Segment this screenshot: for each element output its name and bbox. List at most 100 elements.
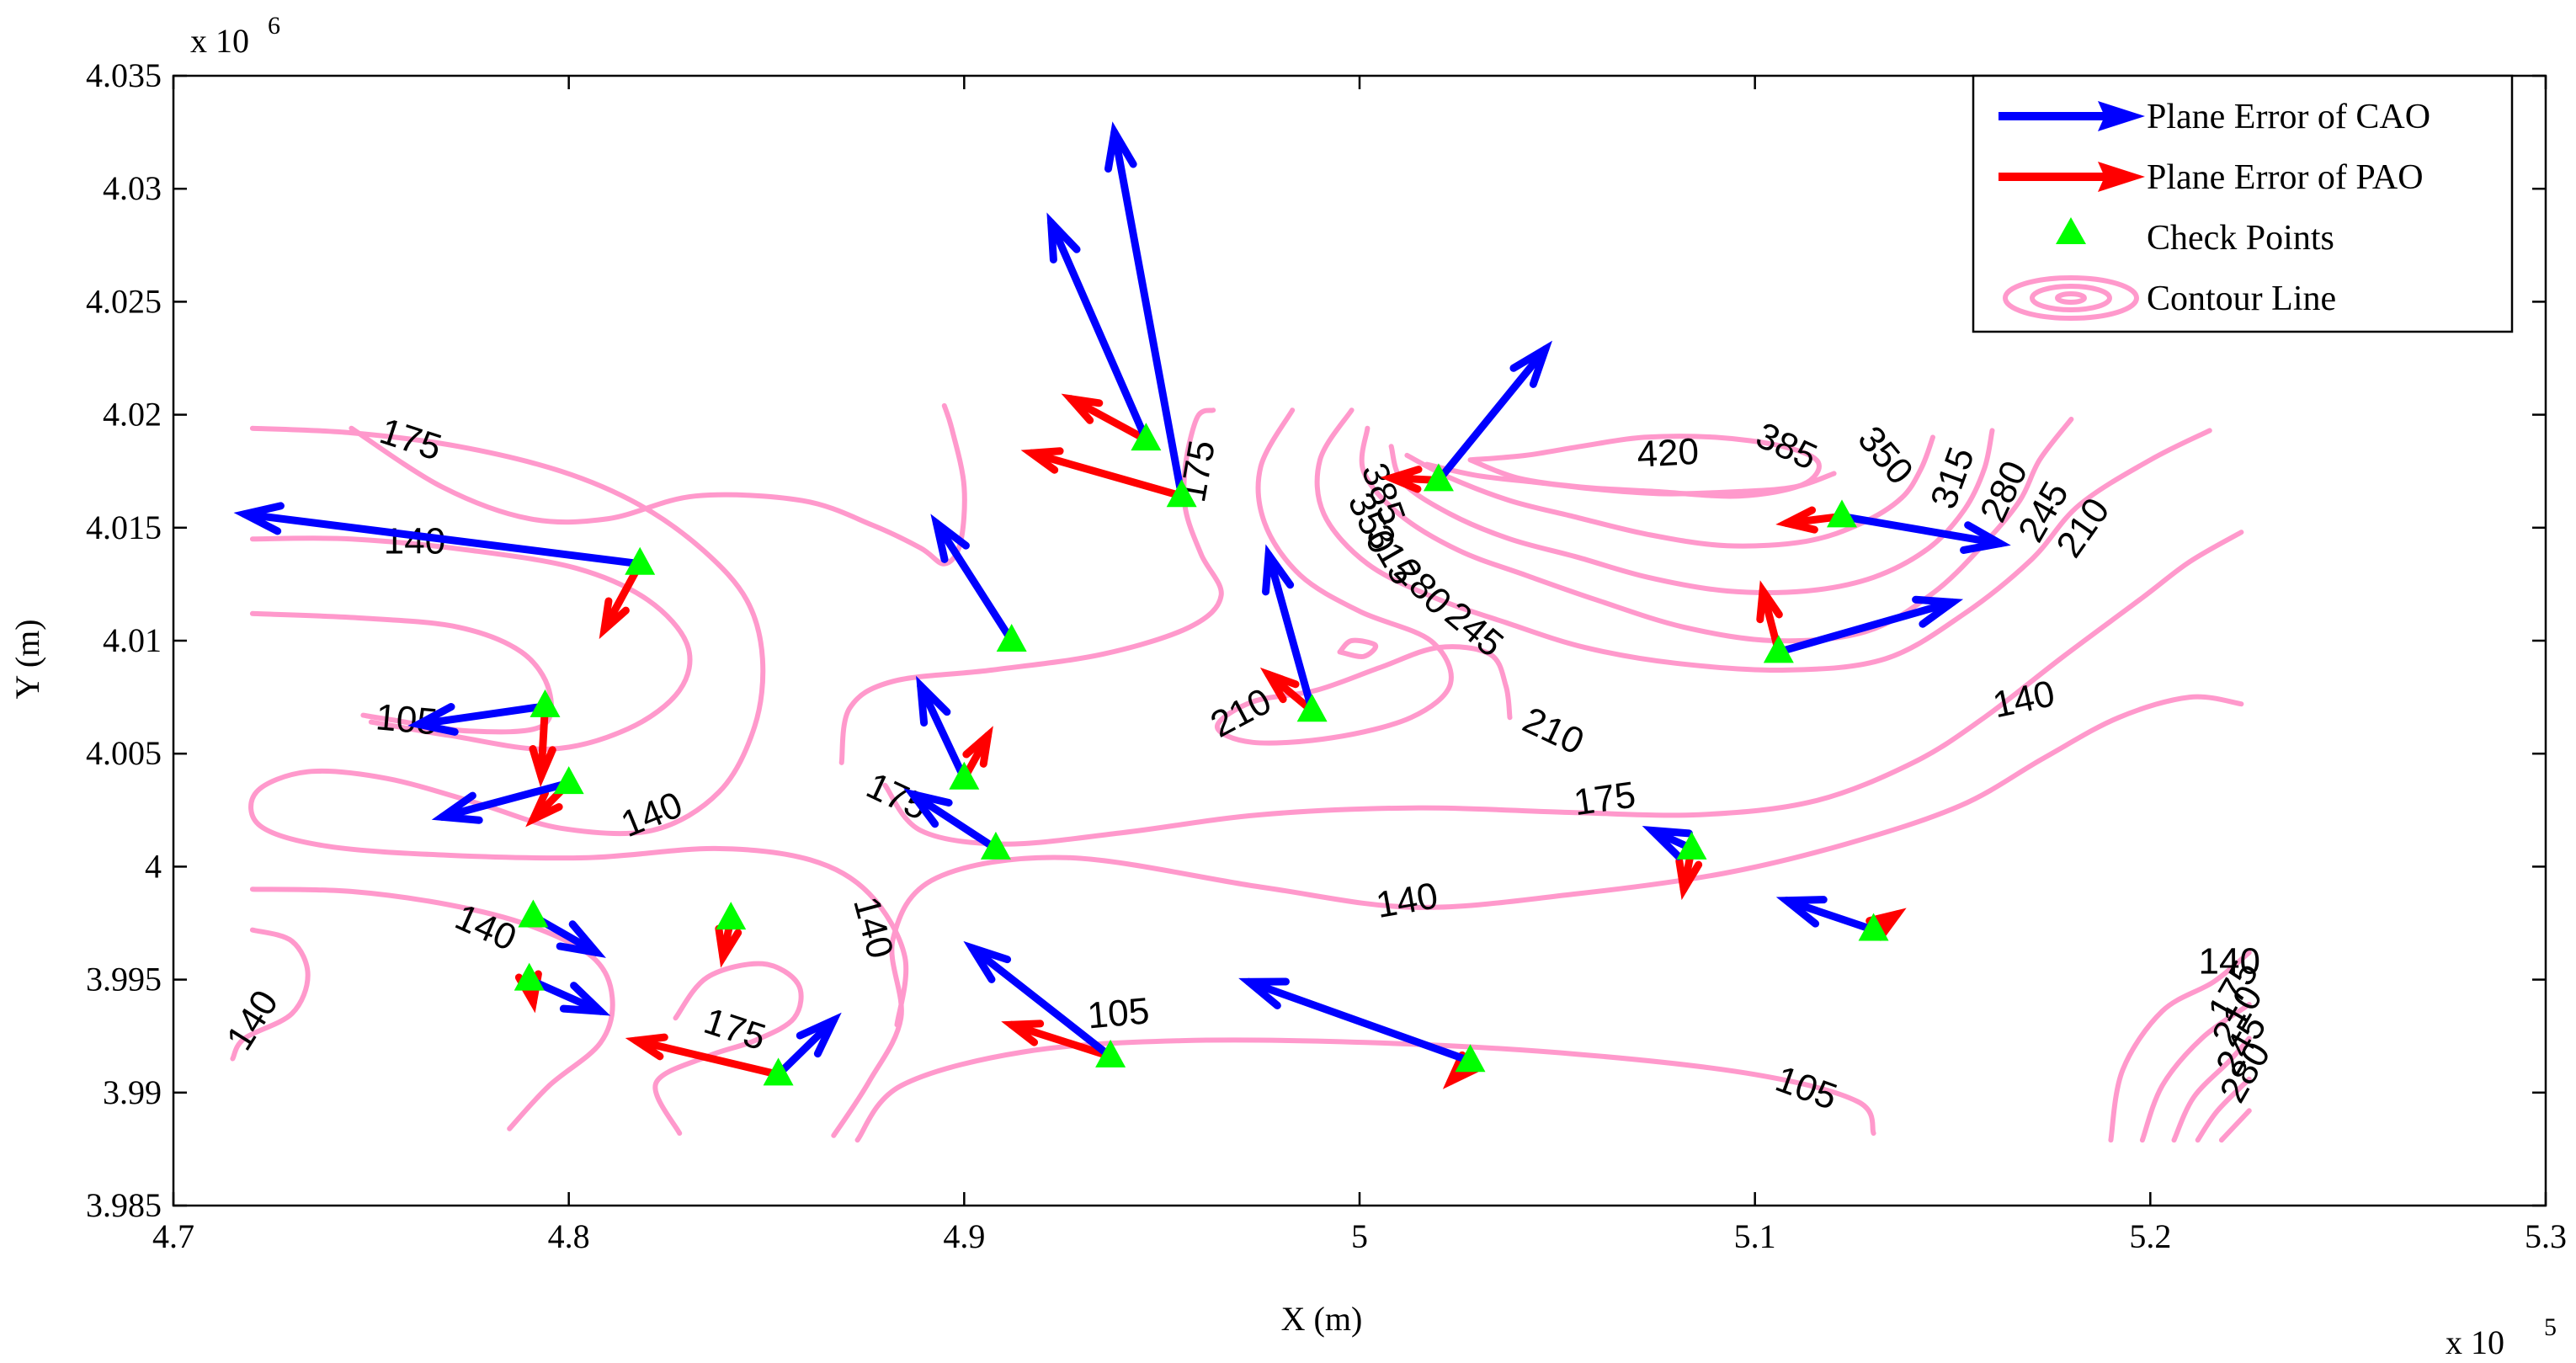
pao-arrow — [1020, 447, 1186, 500]
contour-line — [1214, 407, 1513, 746]
cao-arrow-head — [1775, 896, 1828, 928]
x-tick-label: 4.8 — [548, 1217, 590, 1255]
check-point — [716, 902, 747, 930]
cao-arrow-shaft — [438, 779, 573, 821]
check-point — [1826, 499, 1857, 528]
cao-arrow — [1238, 977, 1475, 1065]
cao-arrow — [1775, 595, 1964, 656]
check-point — [1131, 423, 1162, 451]
legend-check-points-label: Check Points — [2147, 219, 2334, 258]
y-tick-label: 4.005 — [86, 734, 162, 772]
y-tick-label: 4.025 — [86, 282, 162, 320]
cao-arrow-head — [431, 791, 483, 824]
pao-arrow — [529, 702, 556, 788]
contour-line — [2139, 1002, 2252, 1143]
legend: Plane Error of CAO Plane Error of PAO Ch… — [1972, 74, 2514, 333]
legend-item-check-points: Check Points — [2056, 217, 2334, 258]
check-point — [553, 766, 584, 795]
contour-line — [2218, 1108, 2252, 1143]
contour-line — [1388, 428, 1995, 595]
contour-line — [882, 530, 2244, 847]
contour-line — [1314, 407, 2212, 674]
y-tick-label: 4.01 — [103, 621, 162, 659]
check-point — [1676, 831, 1707, 860]
cao-arrow — [774, 1012, 842, 1078]
y-tick-label: 4.02 — [103, 396, 162, 434]
cao-arrow — [1775, 896, 1878, 934]
y-tick-label: 3.99 — [103, 1073, 162, 1111]
legend-contour-outer-icon — [2003, 275, 2139, 321]
cao-vectors — [233, 121, 2011, 1078]
cao-arrow-head — [407, 703, 459, 736]
contour-line — [652, 961, 804, 1137]
contour-line — [831, 694, 2244, 1138]
pao-arrow-head — [1865, 908, 1907, 941]
cao-arrow — [1262, 544, 1317, 715]
pao-arrow-head — [529, 744, 556, 788]
cao-arrow-shaft — [908, 791, 1000, 853]
cao-arrow-head — [930, 514, 970, 563]
pao-arrow-head — [1020, 447, 1064, 474]
cao-arrow-head — [556, 920, 606, 958]
pao-arrow-head — [1675, 857, 1703, 901]
contour-label: 175 — [1571, 775, 1638, 824]
pao-arrow-head — [1442, 1051, 1481, 1089]
cao-arrow-head — [1104, 121, 1137, 173]
cao-arrow-shaft — [774, 1016, 838, 1078]
check-point — [514, 962, 545, 991]
cao-arrow-shaft — [1244, 977, 1475, 1065]
pao-arrow-head — [1001, 1020, 1045, 1046]
cao-arrow-head — [903, 788, 953, 828]
cao-arrow-shaft — [1110, 128, 1186, 500]
x-exponent-power: 5 — [2544, 1313, 2557, 1341]
legend-pao-arrowhead-icon — [2098, 162, 2145, 192]
contour-line — [249, 535, 693, 752]
legend-contour-inner-icon — [2055, 291, 2087, 305]
cao-arrow — [930, 514, 1016, 645]
check-point — [518, 899, 549, 928]
pao-arrow — [1259, 667, 1317, 715]
cao-arrow-head — [916, 675, 951, 727]
cao-arrow-shaft — [1838, 512, 2004, 548]
legend-cao-arrowhead-icon — [2098, 101, 2145, 131]
legend-triangle-icon — [2056, 217, 2086, 244]
check-point — [1423, 463, 1454, 492]
pao-arrow-shaft — [537, 702, 549, 780]
contour-label: 105 — [1086, 990, 1151, 1036]
y-tick-label: 4.015 — [86, 508, 162, 546]
pao-arrow-head — [1380, 466, 1423, 493]
contour-line — [1404, 434, 1935, 549]
contour-label: 420 — [1636, 431, 1700, 476]
contour-line — [838, 407, 1224, 765]
legend-contour-mid-icon — [2030, 284, 2112, 312]
contour-line — [230, 927, 311, 1062]
contour-line — [1337, 637, 1379, 659]
legend-contour-label: Contour Line — [2147, 280, 2336, 318]
pao-arrow-head — [599, 597, 630, 640]
x-tick-label: 5.2 — [2129, 1217, 2171, 1255]
cao-arrow — [963, 940, 1115, 1061]
contour-line — [1359, 417, 2074, 644]
cao-arrow — [1046, 212, 1150, 444]
legend-cao-label: Plane Error of CAO — [2147, 98, 2430, 136]
cao-arrow-head — [1238, 977, 1290, 1009]
check-point — [1763, 635, 1794, 663]
check-point — [949, 761, 980, 790]
check-point — [763, 1057, 794, 1086]
contour-line — [349, 402, 967, 567]
x-tick-label: 5 — [1351, 1217, 1368, 1255]
cao-arrow-head — [1046, 212, 1081, 264]
pao-arrow-shaft — [1027, 449, 1186, 500]
check-point — [530, 689, 561, 717]
pao-arrow-head — [1259, 667, 1300, 704]
check-point — [996, 624, 1027, 652]
legend-item-pao: Plane Error of PAO — [1999, 158, 2424, 197]
pao-arrow-head — [1775, 506, 1818, 534]
pao-arrow-head — [962, 726, 993, 768]
cao-arrow-head — [559, 982, 611, 1016]
check-point — [1095, 1039, 1126, 1068]
pao-arrow — [1001, 1020, 1115, 1061]
y-tick-label: 4.03 — [103, 169, 162, 207]
legend-item-cao: Plane Error of CAO — [1999, 98, 2430, 136]
